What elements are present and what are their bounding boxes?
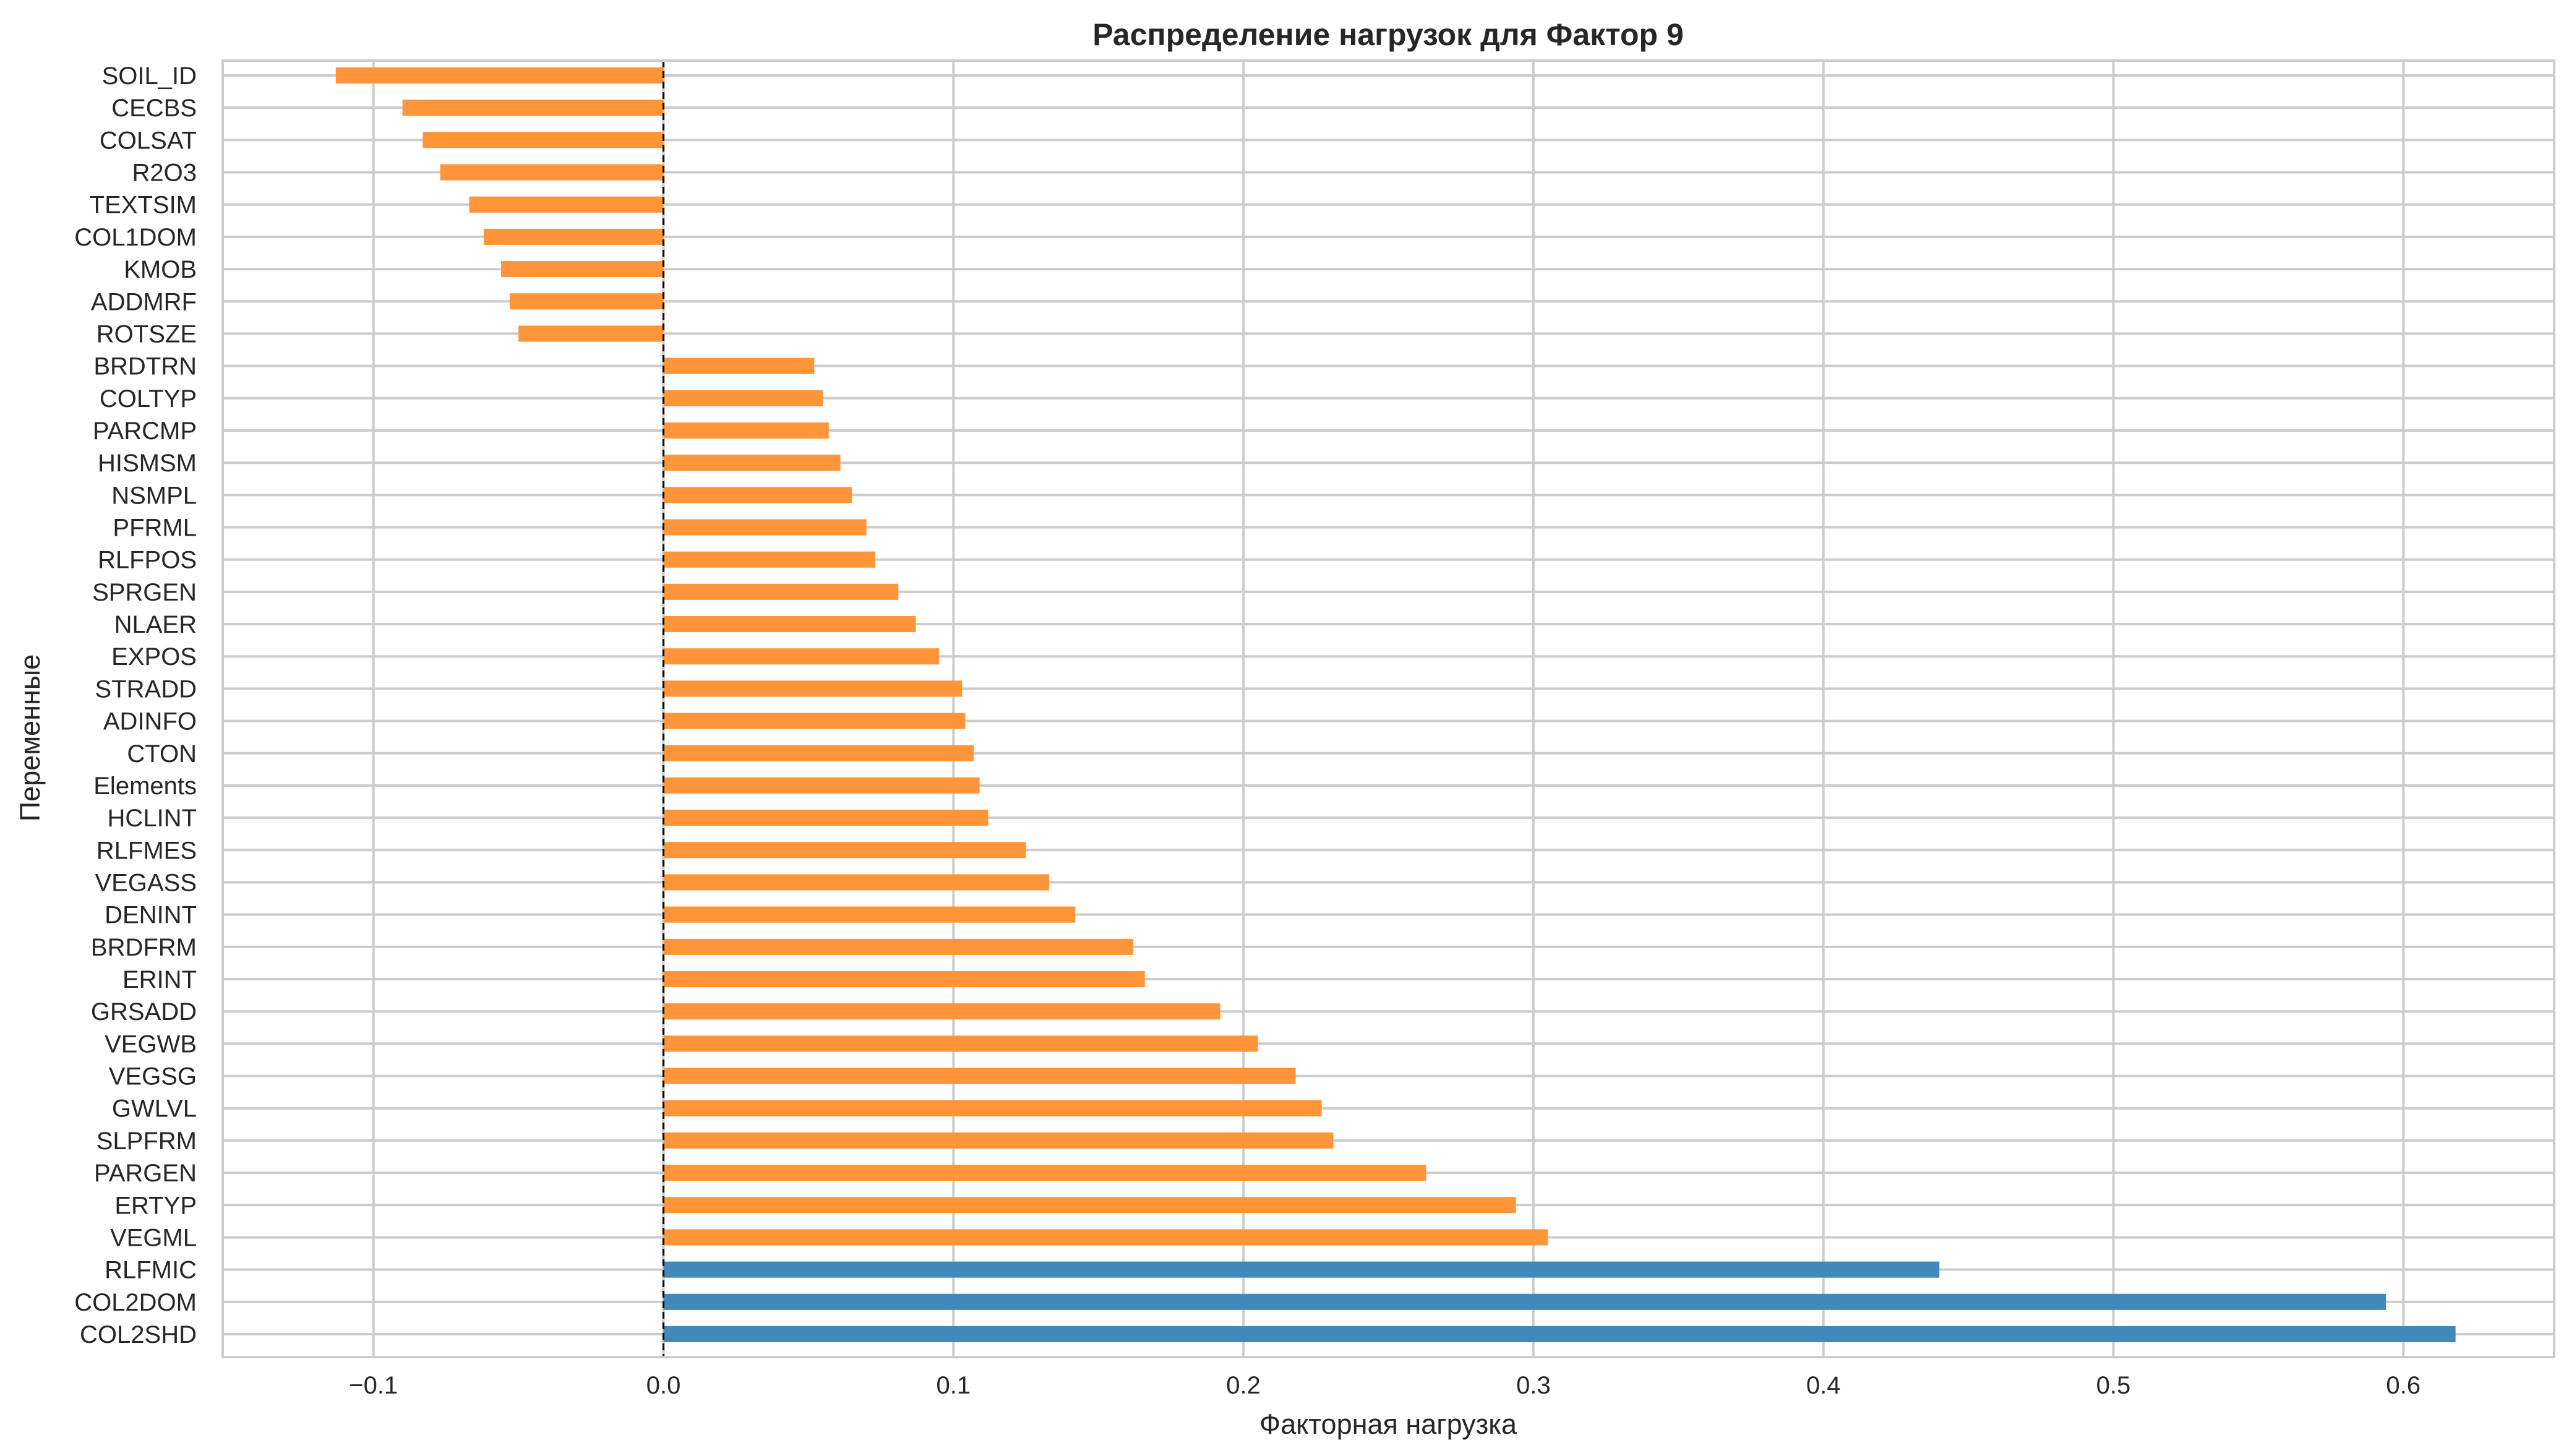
y-tick-label: GRSADD — [91, 998, 197, 1026]
bar-cton — [663, 745, 974, 761]
bar-vegsg — [663, 1068, 1296, 1084]
y-tick-label: CECBS — [111, 95, 197, 122]
bar-col2dom — [663, 1293, 2387, 1310]
bar-denint — [663, 906, 1076, 923]
bar-expos — [663, 648, 939, 665]
bar-col2shd — [663, 1325, 2456, 1343]
y-tick-label: VEGASS — [95, 869, 197, 896]
x-tick-label: 0.6 — [2386, 1372, 2421, 1399]
y-tick-label: ROTSZE — [96, 320, 197, 348]
bar-coltyp — [663, 390, 823, 406]
y-tick-label: KMOB — [124, 256, 197, 283]
x-tick-label: 0.1 — [937, 1372, 971, 1399]
x-tick-label: 0.0 — [646, 1372, 681, 1399]
grid-lines — [223, 61, 2554, 1357]
y-tick-label: COL1DOM — [74, 224, 197, 251]
y-tick-label: VEGML — [110, 1224, 197, 1251]
bar-rlfmic — [663, 1261, 1940, 1278]
y-tick-label: GWLVL — [112, 1095, 197, 1123]
y-tick-label: COL2SHD — [80, 1321, 197, 1348]
bar-vegass — [663, 874, 1050, 891]
y-tick-label: EXPOS — [111, 643, 197, 670]
y-tick-label: VEGSG — [109, 1063, 197, 1090]
bar-stradd — [663, 680, 963, 697]
bar-rlfpos — [663, 551, 875, 568]
y-tick-label: NSMPL — [111, 482, 197, 509]
y-tick-label: BRDFRM — [91, 934, 197, 961]
bar-pargen — [663, 1165, 1426, 1181]
x-tick-label: 0.2 — [1226, 1372, 1261, 1399]
x-tick-label: 0.3 — [1516, 1372, 1551, 1399]
y-tick-label: NLAER — [114, 611, 197, 638]
y-tick-label: SOIL_ID — [102, 62, 197, 90]
y-tick-label: DENINT — [105, 902, 197, 929]
y-tick-label: Elements — [93, 773, 197, 800]
bar-rotsze — [518, 325, 664, 342]
y-tick-label: RLFMIC — [105, 1257, 197, 1284]
y-tick-label: ADINFO — [103, 708, 197, 735]
bar-ertyp — [663, 1197, 1516, 1214]
y-tick-label: BRDTRN — [93, 353, 197, 380]
chart-title: Распределение нагрузок для Фактор 9 — [1092, 17, 1684, 52]
bar-hclint — [663, 810, 989, 826]
y-tick-label: STRADD — [95, 675, 197, 703]
y-tick-label: TEXTSIM — [90, 192, 197, 219]
plot-frame — [221, 59, 2555, 1358]
y-tick-label: RLFMES — [96, 837, 197, 864]
y-tick-label: SPRGEN — [92, 579, 197, 606]
bar-brdtrn — [663, 358, 815, 374]
bar-r2o3 — [440, 164, 664, 181]
bar-col1dom — [483, 228, 664, 245]
y-tick-labels: SOIL_ID CECBS COLSAT R2O3 TEXTSIM COL1DOM KMOB… — [74, 62, 197, 1348]
bar-adinfo — [663, 713, 966, 729]
x-tick-label: 0.4 — [1806, 1372, 1841, 1399]
y-tick-label: ERINT — [122, 966, 197, 993]
y-tick-label: CTON — [127, 740, 197, 768]
bar-hismsm — [663, 455, 841, 471]
bar-vegml — [663, 1229, 1548, 1246]
bar-colsat — [422, 132, 664, 148]
bar-kmob — [501, 261, 664, 278]
x-tick-label: 0.5 — [2096, 1372, 2131, 1399]
bar-sprgen — [663, 583, 899, 600]
y-tick-label: R2O3 — [132, 160, 197, 187]
y-tick-label: PARCMP — [93, 418, 197, 445]
y-tick-label: ADDMRF — [91, 288, 197, 315]
bar-nsmpl — [663, 487, 852, 503]
y-tick-label: COLSAT — [100, 127, 197, 154]
y-tick-label: RLFPOS — [98, 547, 197, 574]
bar-vegwb — [663, 1035, 1258, 1052]
y-tick-label: PFRML — [113, 515, 197, 542]
y-tick-label: VEGWB — [105, 1030, 197, 1058]
bar-addmrf — [510, 293, 664, 310]
y-tick-label: HISMSM — [98, 450, 197, 477]
bar-pfrml — [663, 519, 867, 536]
bar-rlfmes — [663, 842, 1026, 859]
bar-nlaer — [663, 616, 916, 633]
bar-slpfrm — [663, 1132, 1334, 1149]
y-tick-label: SLPFRM — [96, 1128, 197, 1155]
x-tick-labels: −0.1 0.0 0.1 0.2 0.3 0.4 0.5 0.6 — [349, 1372, 2421, 1399]
bar-erint — [663, 970, 1145, 988]
bar-gwlvl — [663, 1100, 1322, 1116]
bars — [335, 67, 2456, 1343]
y-tick-label: COL2DOM — [74, 1289, 197, 1316]
bar-brdfrm — [663, 938, 1133, 955]
y-tick-label: PARGEN — [94, 1160, 197, 1187]
bar-grsadd — [663, 1003, 1220, 1020]
bar-elements — [663, 777, 980, 794]
bar-textsim — [469, 196, 664, 213]
bar-cecbs — [402, 100, 664, 116]
bar-parcmp — [663, 422, 829, 439]
bar-soil_id — [335, 67, 664, 84]
y-tick-label: HCLINT — [108, 805, 197, 832]
y-tick-label: COLTYP — [100, 385, 197, 413]
y-axis-label: Переменные — [14, 654, 46, 821]
x-axis-label: Факторная нагрузка — [1259, 1408, 1517, 1440]
y-tick-label: ERTYP — [114, 1192, 197, 1219]
x-tick-label: −0.1 — [349, 1372, 398, 1399]
